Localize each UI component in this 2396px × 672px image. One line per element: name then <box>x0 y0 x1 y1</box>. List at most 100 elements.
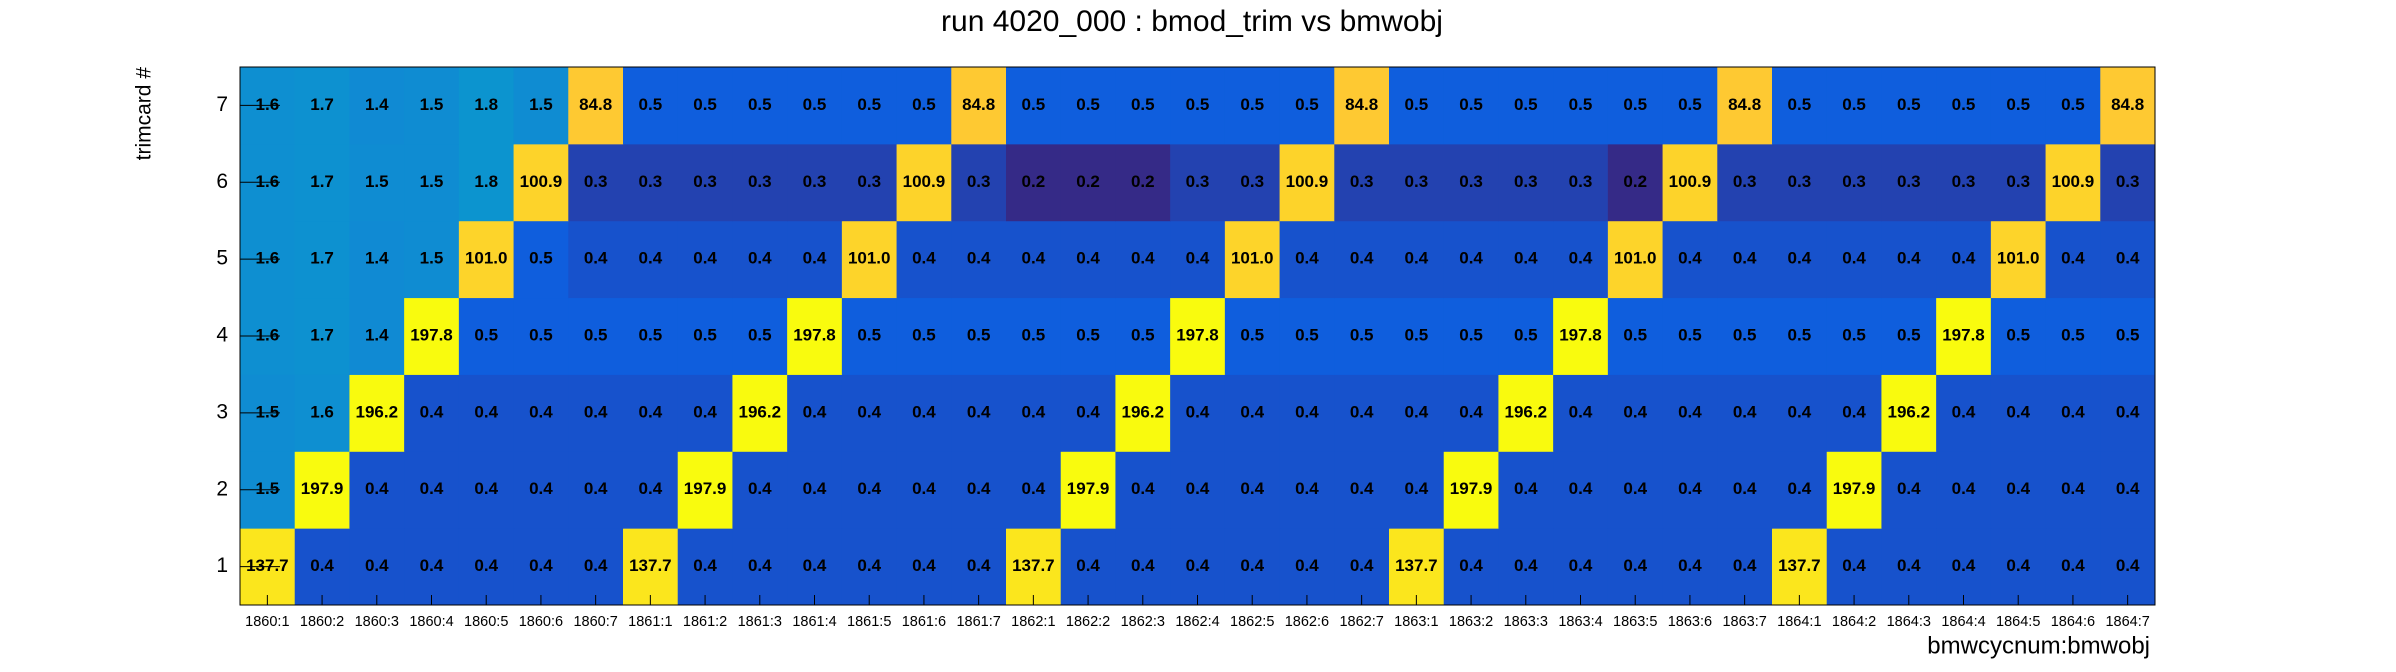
cell-label: 0.5 <box>1842 325 1866 344</box>
cell-label: 101.0 <box>848 249 891 268</box>
cell-label: 0.4 <box>1569 249 1593 268</box>
cell-label: 0.3 <box>1842 172 1866 191</box>
x-tick-label: 1863:6 <box>1668 614 1712 630</box>
cell-label: 1.7 <box>310 172 334 191</box>
cell-label: 0.5 <box>1733 325 1757 344</box>
heatmap-cell <box>896 528 952 606</box>
heatmap-cell <box>349 451 405 529</box>
heatmap-cell <box>1553 451 1609 529</box>
cell-label: 0.3 <box>2116 172 2140 191</box>
cell-label: 0.3 <box>2006 172 2030 191</box>
x-tick-label: 1860:6 <box>519 614 563 630</box>
heatmap-cell <box>1717 67 1773 145</box>
heatmap-cell <box>1115 67 1171 145</box>
cell-label: 0.5 <box>857 325 881 344</box>
cell-label: 197.8 <box>410 325 453 344</box>
heatmap-cell <box>1662 528 1718 606</box>
cell-label: 0.4 <box>1788 402 1812 421</box>
cell-label: 1.6 <box>310 402 334 421</box>
x-tick-label: 1864:3 <box>1887 614 1931 630</box>
cell-label: 0.5 <box>1459 95 1483 114</box>
heatmap-cell <box>1772 220 1828 299</box>
heatmap-cell <box>1607 143 1664 222</box>
heatmap-cell <box>677 67 733 145</box>
cell-label: 0.5 <box>1514 325 1538 344</box>
heatmap-cell <box>1607 220 1664 299</box>
cell-label: 0.4 <box>2006 556 2030 575</box>
cell-label: 101.0 <box>1614 249 1657 268</box>
x-tick-label: 1861:4 <box>792 614 836 630</box>
x-tick-label: 1863:2 <box>1449 614 1493 630</box>
x-tick-label: 1864:2 <box>1832 614 1876 630</box>
heatmap-cell <box>841 451 898 529</box>
cell-label: 197.9 <box>1067 479 1110 498</box>
cell-label: 101.0 <box>465 249 508 268</box>
cell-label: 0.5 <box>803 95 827 114</box>
cell-label: 84.8 <box>962 95 995 114</box>
x-tick-label: 1861:5 <box>847 614 891 630</box>
cell-label: 137.7 <box>246 556 289 575</box>
heatmap-cell <box>2045 528 2101 606</box>
heatmap-cell <box>1990 528 2047 606</box>
cell-label: 196.2 <box>1888 402 1931 421</box>
heatmap-cell <box>1717 220 1773 299</box>
heatmap-cell <box>1826 143 1882 222</box>
heatmap-cell <box>568 67 624 145</box>
heatmap-cell <box>1224 67 1281 145</box>
cell-label: 0.5 <box>1022 95 1046 114</box>
cell-label: 0.5 <box>1405 325 1429 344</box>
heatmap-cell <box>1170 297 1226 375</box>
heatmap-cell <box>623 451 679 529</box>
y-axis-title: trimcard # <box>133 67 156 161</box>
cell-label: 0.3 <box>1788 172 1812 191</box>
heatmap-cell <box>1717 374 1773 452</box>
heatmap-cell <box>951 143 1007 222</box>
cell-label: 0.4 <box>1678 556 1702 575</box>
heatmap-cell <box>732 451 788 529</box>
heatmap-cell <box>1936 451 1992 529</box>
cell-label: 197.9 <box>301 479 344 498</box>
cell-label: 0.5 <box>1186 95 1210 114</box>
cell-label: 1.5 <box>420 95 444 114</box>
x-tick-label: 1860:3 <box>355 614 399 630</box>
cell-label: 197.8 <box>1559 325 1602 344</box>
heatmap-cell <box>1772 451 1828 529</box>
heatmap-cell <box>1772 297 1828 375</box>
cell-label: 84.8 <box>579 95 612 114</box>
heatmap-cell <box>1389 143 1445 222</box>
cell-label: 0.4 <box>1131 249 1155 268</box>
cell-label: 0.4 <box>912 556 936 575</box>
x-tick-label: 1864:5 <box>1996 614 2040 630</box>
cell-label: 0.4 <box>584 402 608 421</box>
cell-label: 0.5 <box>1131 325 1155 344</box>
cell-label: 84.8 <box>1728 95 1761 114</box>
cell-label: 0.4 <box>912 249 936 268</box>
cell-label: 0.4 <box>1240 479 1264 498</box>
cell-label: 0.4 <box>748 479 772 498</box>
heatmap-cell <box>1607 67 1664 145</box>
cell-label: 0.4 <box>1459 556 1483 575</box>
cell-label: 0.5 <box>1897 95 1921 114</box>
heatmap-cell <box>1772 528 1828 606</box>
heatmap-cell <box>404 220 460 299</box>
x-tick-label: 1861:3 <box>738 614 782 630</box>
cell-label: 0.5 <box>2061 325 2085 344</box>
cell-label: 0.4 <box>1842 249 1866 268</box>
cell-label: 0.5 <box>1350 325 1374 344</box>
heatmap-cell <box>1498 451 1554 529</box>
cell-label: 1.6 <box>256 325 280 344</box>
heatmap-cell <box>1662 451 1718 529</box>
heatmap-cell <box>513 374 569 452</box>
cell-label: 0.2 <box>1076 172 1100 191</box>
x-tick-label: 1862:7 <box>1339 614 1383 630</box>
heatmap-cell <box>1060 220 1116 299</box>
heatmap-cell <box>1443 297 1499 375</box>
x-tick-label: 1861:2 <box>683 614 727 630</box>
cell-label: 0.5 <box>639 95 663 114</box>
cell-label: 0.4 <box>967 249 991 268</box>
cell-label: 0.4 <box>1295 479 1319 498</box>
cell-label: 0.4 <box>967 402 991 421</box>
heatmap-cell <box>1224 451 1281 529</box>
heatmap-cell <box>896 451 952 529</box>
